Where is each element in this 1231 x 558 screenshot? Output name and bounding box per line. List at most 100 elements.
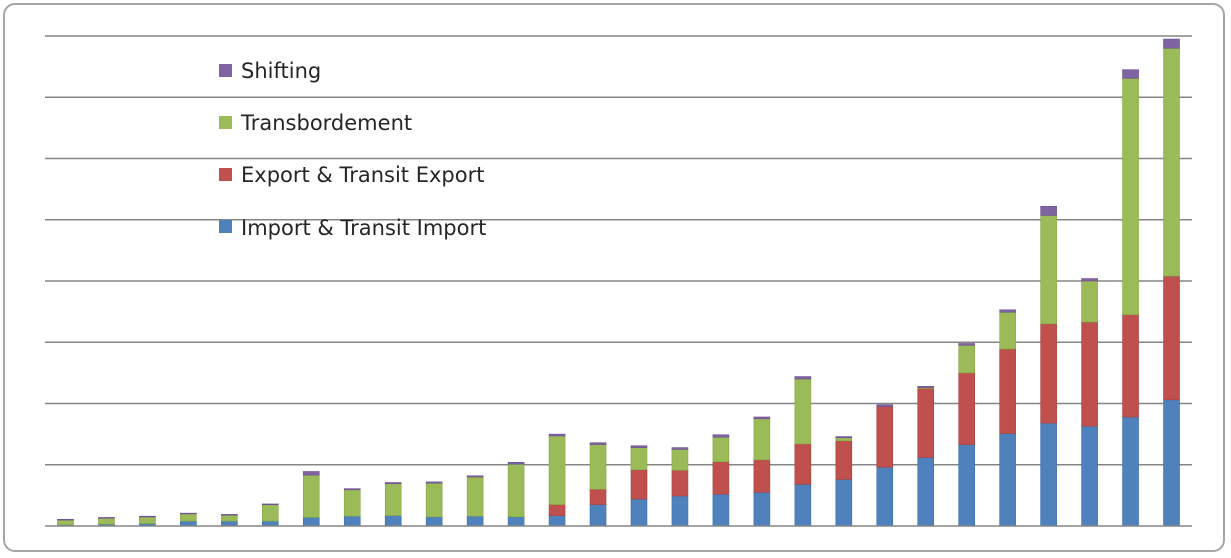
bar-segment-24-series-4	[999, 309, 1016, 313]
bar-segment-20-series-1	[835, 479, 853, 527]
bar-segment-27-series-1	[1122, 416, 1139, 527]
legend-label-shifting: Shifting	[241, 59, 321, 83]
bar-segment-10-series-1	[425, 516, 443, 527]
bar-segment-23-series-1	[958, 444, 975, 527]
bar-segment-15-series-1	[630, 498, 648, 527]
bar-segment-16-series-2	[671, 469, 689, 497]
bar-segment-13-series-4	[548, 433, 566, 437]
bar-segment-27-series-3	[1122, 77, 1139, 315]
bar-segment-21-series-4	[876, 404, 894, 407]
bar-segment-28-series-1	[1163, 399, 1180, 527]
bar-segment-20-series-2	[835, 440, 853, 480]
bar-segment-20-series-3	[835, 437, 853, 442]
bar-segment-27-series-4	[1122, 69, 1139, 79]
bar-segment-19-series-2	[794, 443, 812, 485]
bar-segment-15-series-4	[630, 445, 648, 448]
bar-segment-18-series-1	[753, 492, 771, 527]
bar-segment-14-series-4	[589, 442, 607, 445]
bar-segment-13-series-2	[548, 504, 566, 516]
bar-segment-14-series-2	[589, 488, 607, 505]
bar-segment-27-series-2	[1122, 314, 1139, 418]
bar-segment-5-series-4	[221, 514, 238, 516]
bar-segment-6-series-3	[262, 504, 279, 522]
bar-segment-10-series-4	[425, 481, 443, 484]
bar-segment-1-series-4	[57, 518, 74, 521]
bar-segment-13-series-1	[548, 515, 566, 527]
bar-segment-25-series-4	[1040, 205, 1057, 216]
bar-segment-24-series-2	[999, 348, 1016, 434]
bar-segment-16-series-3	[671, 449, 689, 471]
bar-segment-16-series-4	[671, 447, 689, 450]
bar-segment-11-series-1	[466, 515, 484, 527]
bar-segment-3-series-4	[139, 515, 156, 518]
bars	[57, 38, 1180, 527]
bar-segment-28-series-3	[1163, 47, 1180, 277]
bar-segment-2-series-3	[98, 517, 115, 525]
bar-segment-5-series-3	[221, 514, 238, 522]
legend-label-transbordement: Transbordement	[240, 111, 412, 135]
bar-segment-18-series-3	[753, 418, 771, 461]
bar-segment-24-series-3	[999, 311, 1016, 350]
bar-segment-13-series-3	[548, 435, 566, 505]
bar-segment-25-series-1	[1040, 422, 1057, 527]
legend-swatch-export	[219, 168, 232, 181]
bar-segment-1-series-3	[57, 519, 74, 526]
bar-segment-22-series-2	[917, 387, 935, 458]
legend-swatch-shifting	[219, 64, 232, 77]
legend-label-export: Export & Transit Export	[241, 163, 484, 187]
bar-segment-12-series-4	[507, 461, 525, 465]
bar-segment-19-series-1	[794, 484, 812, 527]
bar-segment-23-series-4	[958, 343, 975, 346]
bar-segment-17-series-2	[712, 461, 730, 495]
bar-segment-9-series-1	[384, 515, 402, 527]
bar-segment-17-series-3	[712, 436, 730, 462]
bar-segment-20-series-4	[835, 436, 853, 439]
bar-segment-15-series-2	[630, 469, 648, 500]
bar-segment-22-series-4	[917, 386, 935, 388]
bar-segment-22-series-1	[917, 457, 935, 527]
bar-segment-26-series-3	[1081, 280, 1098, 323]
bar-segment-12-series-1	[507, 516, 525, 527]
bar-segment-18-series-2	[753, 459, 771, 493]
bar-segment-21-series-2	[876, 406, 894, 468]
gridlines	[45, 35, 1192, 466]
bar-segment-12-series-3	[507, 463, 525, 518]
bar-segment-16-series-1	[671, 495, 689, 527]
bar-segment-6-series-4	[262, 503, 279, 506]
bar-segment-28-series-4	[1163, 38, 1180, 49]
bar-segment-24-series-1	[999, 433, 1016, 527]
bar-segment-17-series-4	[712, 434, 730, 438]
legend-swatch-transbordement	[219, 116, 232, 129]
bar-segment-9-series-4	[384, 482, 402, 485]
bar-segment-9-series-3	[384, 483, 402, 516]
chart-frame	[3, 3, 1225, 552]
bar-segment-14-series-3	[589, 444, 607, 490]
bar-segment-4-series-3	[180, 513, 197, 522]
bar-segment-15-series-3	[630, 447, 648, 470]
bar-segment-19-series-4	[794, 376, 812, 380]
bar-segment-17-series-1	[712, 493, 730, 527]
bar-segment-26-series-1	[1081, 425, 1098, 527]
bar-segment-8-series-3	[343, 489, 361, 517]
bar-segment-7-series-4	[302, 471, 320, 476]
bar-segment-26-series-2	[1081, 321, 1098, 427]
bar-segment-14-series-1	[589, 504, 607, 527]
bar-segment-23-series-2	[958, 372, 975, 445]
bar-segment-2-series-4	[98, 517, 115, 519]
legend-swatch-import	[219, 220, 232, 233]
bar-segment-8-series-1	[343, 515, 361, 527]
bar-segment-4-series-4	[180, 512, 197, 515]
bar-segment-3-series-3	[139, 516, 156, 524]
bar-segment-28-series-2	[1163, 275, 1180, 401]
bar-segment-7-series-1	[302, 517, 320, 527]
legend-label-import: Import & Transit Import	[241, 216, 486, 240]
bar-segment-8-series-4	[343, 488, 361, 491]
bar-segment-10-series-3	[425, 482, 443, 518]
bar-segment-11-series-4	[466, 475, 484, 478]
legend: Shifting Transbordement Export & Transit…	[219, 59, 486, 240]
bar-segment-21-series-1	[876, 466, 894, 527]
bar-segment-11-series-3	[466, 476, 484, 517]
bar-segment-25-series-2	[1040, 323, 1057, 424]
bar-segment-19-series-3	[794, 378, 812, 445]
